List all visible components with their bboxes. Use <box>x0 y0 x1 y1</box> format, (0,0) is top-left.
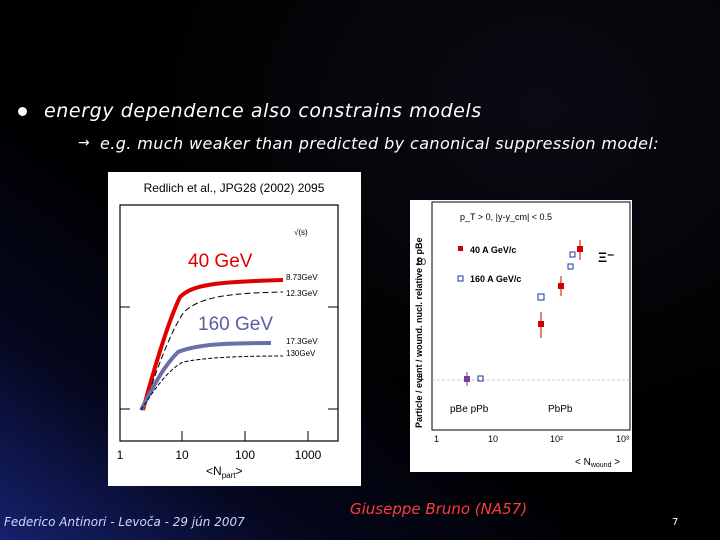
footer-author: Giuseppe Bruno (NA57) <box>350 500 528 518</box>
particle-label: Ξ⁻ <box>598 249 614 265</box>
curve-8.73GeV <box>141 278 284 411</box>
plot-frame <box>431 201 631 431</box>
series-label: 8.73GeV <box>286 273 318 282</box>
y-axis-label: Particle / event / wound. nucl. relative… <box>414 237 424 428</box>
x-tick-label: 1000 <box>295 448 322 462</box>
footer-presenter: Federico Antinori - Levoča - 29 jún 2007 <box>4 515 245 529</box>
y-tick-label: 10 <box>416 257 426 267</box>
data-chart: Particle / event / wound. nucl. relative… <box>414 201 631 469</box>
bullet-dot <box>18 107 27 116</box>
data-point-pbpb-160 <box>567 263 574 270</box>
curve-17.3GeV <box>139 341 272 411</box>
data-point-pbpb-40 <box>577 246 583 252</box>
series-label: 130GeV <box>286 349 316 358</box>
y-tick-label: 1 <box>419 372 424 382</box>
legend-label: 40 A GeV/c <box>470 245 516 255</box>
model-figure: Redlich et al., JPG28 (2002) 2095 10 1 1… <box>95 172 361 486</box>
region-label: pBe pPb <box>450 404 489 415</box>
reference-label: Redlich et al., JPG28 (2002) 2095 <box>144 181 325 195</box>
plot-frame <box>119 204 339 442</box>
data-point-pbpb-40 <box>558 283 564 289</box>
model-chart: Redlich et al., JPG28 (2002) 2095 10 1 1… <box>95 172 361 480</box>
x-tick-label: 1 <box>117 448 124 462</box>
data-point-pbe-160 <box>477 375 484 382</box>
data-point-pbpb-40 <box>538 321 544 327</box>
legend-marker-40 <box>458 246 463 251</box>
region-label: PbPb <box>548 404 573 415</box>
y-tick-label: 10 <box>108 301 109 315</box>
x-tick-label: 1 <box>434 434 439 444</box>
overlay-label-160gev: 160 GeV <box>198 314 273 335</box>
data-point-pbpb-160 <box>569 251 576 258</box>
arrow-icon: → <box>78 135 90 151</box>
x-axis-label: < Nwound > <box>575 457 620 469</box>
legend-marker-160 <box>457 275 464 282</box>
curve-12.3GeV <box>142 291 284 411</box>
bullet-text-main: energy dependence also constrains models <box>44 100 482 122</box>
x-tick-label: 10 <box>488 434 498 444</box>
curve-130GeV <box>140 355 284 411</box>
x-tick-label: 10³ <box>616 434 629 444</box>
sqrt-s-label: √(s) <box>294 228 308 237</box>
series-label: 17.3GeV <box>286 337 318 346</box>
x-tick-label: 10² <box>550 434 563 444</box>
page-number: 7 <box>672 517 679 528</box>
data-figure: Particle / event / wound. nucl. relative… <box>410 200 632 472</box>
x-tick-label: 10 <box>175 448 189 462</box>
x-tick-label: 100 <box>235 448 255 462</box>
overlay-label-40gev: 40 GeV <box>188 251 253 272</box>
x-axis-label: <Npart> <box>206 464 243 480</box>
data-point-pbe-40 <box>464 376 470 382</box>
bullet-text-sub: e.g. much weaker than predicted by canon… <box>100 134 660 153</box>
data-point-pbpb-160 <box>537 293 545 301</box>
legend-label: 160 A GeV/c <box>470 274 521 284</box>
series-label: 12.3GeV <box>286 289 318 298</box>
cuts-annotation: p_T > 0, |y-y_cm| < 0.5 <box>460 212 552 222</box>
